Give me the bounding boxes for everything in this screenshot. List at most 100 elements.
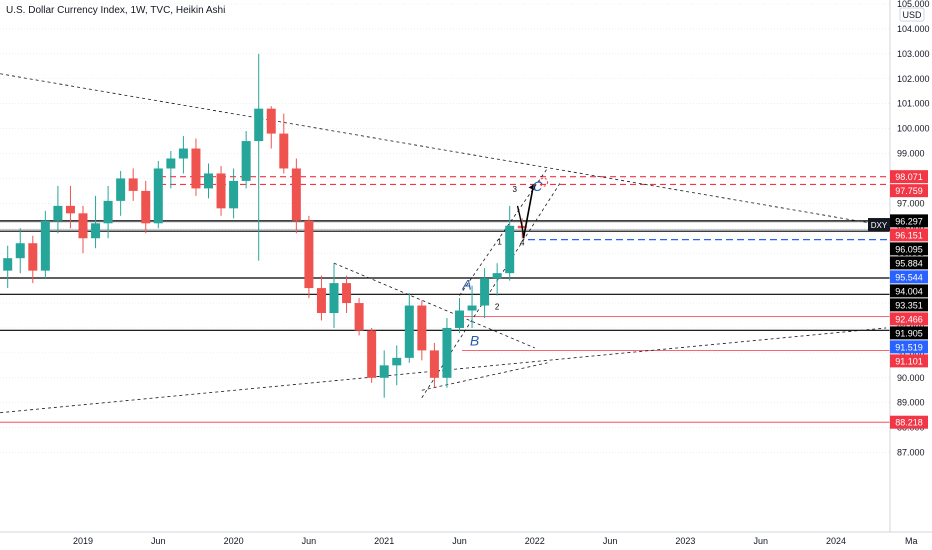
price-tag-label: 96.151 xyxy=(895,230,923,240)
price-tag-bg xyxy=(890,270,928,284)
symbol-tag-label: DXY xyxy=(871,221,888,230)
candle-body xyxy=(342,283,352,304)
candle-body xyxy=(329,283,339,314)
candle-body xyxy=(28,243,38,271)
candle-body xyxy=(266,108,276,134)
price-tag-label: 93.351 xyxy=(895,300,923,310)
candle-body xyxy=(316,288,326,314)
target-marker xyxy=(539,177,549,187)
price-tag-label: 92.466 xyxy=(895,314,923,324)
time-tick-label: 2020 xyxy=(224,536,244,546)
candle-body xyxy=(128,178,138,191)
price-tag-label: 96.095 xyxy=(895,244,923,254)
currency-badge[interactable]: USD xyxy=(899,7,925,22)
price-tag-bg xyxy=(890,214,928,228)
wave-annotations: 1 2 3 4 A B C xyxy=(461,177,549,348)
candle-body xyxy=(417,305,427,351)
time-tick-label: Jun xyxy=(603,536,618,546)
price-tag-label: 88.218 xyxy=(895,418,923,428)
candle-body xyxy=(40,220,50,271)
candle-body xyxy=(367,330,377,378)
time-tick-label: Jun xyxy=(302,536,317,546)
candle-body xyxy=(178,148,188,159)
time-tick-label: Jun xyxy=(452,536,467,546)
price-tag-bg xyxy=(890,354,928,368)
price-tag-label: 91.519 xyxy=(895,342,923,352)
candle-body xyxy=(3,258,13,271)
candle-body xyxy=(455,310,464,328)
candle-body xyxy=(279,133,289,169)
price-tag-bg xyxy=(890,256,928,270)
candle-body xyxy=(166,158,176,169)
wave-label: 3 xyxy=(512,185,517,194)
price-tag-label: 95.544 xyxy=(895,272,923,282)
time-tick-label: Ma xyxy=(905,536,918,546)
chart-title: U.S. Dollar Currency Index, 1W, TVC, Hei… xyxy=(6,5,226,16)
wave-label: 4 xyxy=(520,239,525,248)
candle-body xyxy=(91,223,101,239)
candle-body xyxy=(429,350,439,378)
price-tick-label: 89.000 xyxy=(897,398,925,408)
price-tag-bg xyxy=(890,312,928,326)
price-tick-label: 100.000 xyxy=(897,124,930,134)
wave-label: B xyxy=(470,332,479,348)
candle-body xyxy=(153,168,163,224)
price-tag-bg xyxy=(890,415,928,429)
time-tick-label: 2021 xyxy=(374,536,394,546)
horizontal-levels xyxy=(0,176,890,423)
price-tick-label: 102.000 xyxy=(897,74,930,84)
candle-body xyxy=(116,178,126,201)
time-axis[interactable]: 2019 Jun 2020 Jun 2021 Jun 2022 Jun 2023 Jun 2024 M… xyxy=(73,536,918,546)
candle-body xyxy=(216,173,226,209)
price-tag-bg xyxy=(890,284,928,298)
candle-body xyxy=(78,213,88,239)
price-tick-label: 99.000 xyxy=(897,149,925,159)
candle-body xyxy=(191,148,201,189)
candle-body xyxy=(404,305,414,358)
candle-body xyxy=(392,357,402,366)
candle-body xyxy=(442,327,452,378)
time-tick-label: 2023 xyxy=(675,536,695,546)
candles xyxy=(3,53,527,398)
price-tick-label: 103.000 xyxy=(897,49,930,59)
wave-label: C xyxy=(532,178,543,194)
price-tag-label: 94.004 xyxy=(895,286,923,296)
projection-arrowhead xyxy=(528,183,536,191)
candle-body xyxy=(103,200,113,224)
candle-body xyxy=(15,243,25,259)
price-tick-label: 87.000 xyxy=(897,448,925,458)
trendline xyxy=(0,73,887,227)
price-tag-bg xyxy=(890,298,928,312)
price-tag-label: 98.071 xyxy=(895,172,923,182)
price-tag-bg xyxy=(890,340,928,354)
price-tag-bg xyxy=(890,170,928,184)
price-tick-label: 101.000 xyxy=(897,99,930,109)
candle-body xyxy=(467,305,477,311)
currency-label: USD xyxy=(902,10,922,20)
time-tick-label: Jun xyxy=(151,536,166,546)
price-tag-label: 95.884 xyxy=(895,258,923,268)
price-tag-label: 96.297 xyxy=(895,216,923,226)
trendline xyxy=(333,262,535,349)
price-tick-label: 90.000 xyxy=(897,373,925,383)
candle-body xyxy=(304,220,314,289)
candle-body xyxy=(229,180,239,209)
candle-body xyxy=(354,303,364,331)
price-tag-label: 91.101 xyxy=(895,356,923,366)
trendline xyxy=(421,362,548,391)
candle-body xyxy=(65,205,75,214)
candle-body xyxy=(505,225,515,274)
candle-body xyxy=(141,190,151,224)
candle-body xyxy=(480,278,490,306)
price-tick-label: 97.000 xyxy=(897,198,925,208)
price-tick-label: 96.000 xyxy=(897,223,925,233)
price-tag-bg xyxy=(890,326,928,340)
candle-body xyxy=(241,141,251,181)
price-tag-label: 91.905 xyxy=(895,328,923,338)
candle-body xyxy=(291,168,301,221)
price-tick-label: 104.000 xyxy=(897,24,930,34)
price-tick-label: 105.000 xyxy=(897,0,930,9)
time-tick-label: 2019 xyxy=(73,536,93,546)
grid xyxy=(0,3,890,453)
